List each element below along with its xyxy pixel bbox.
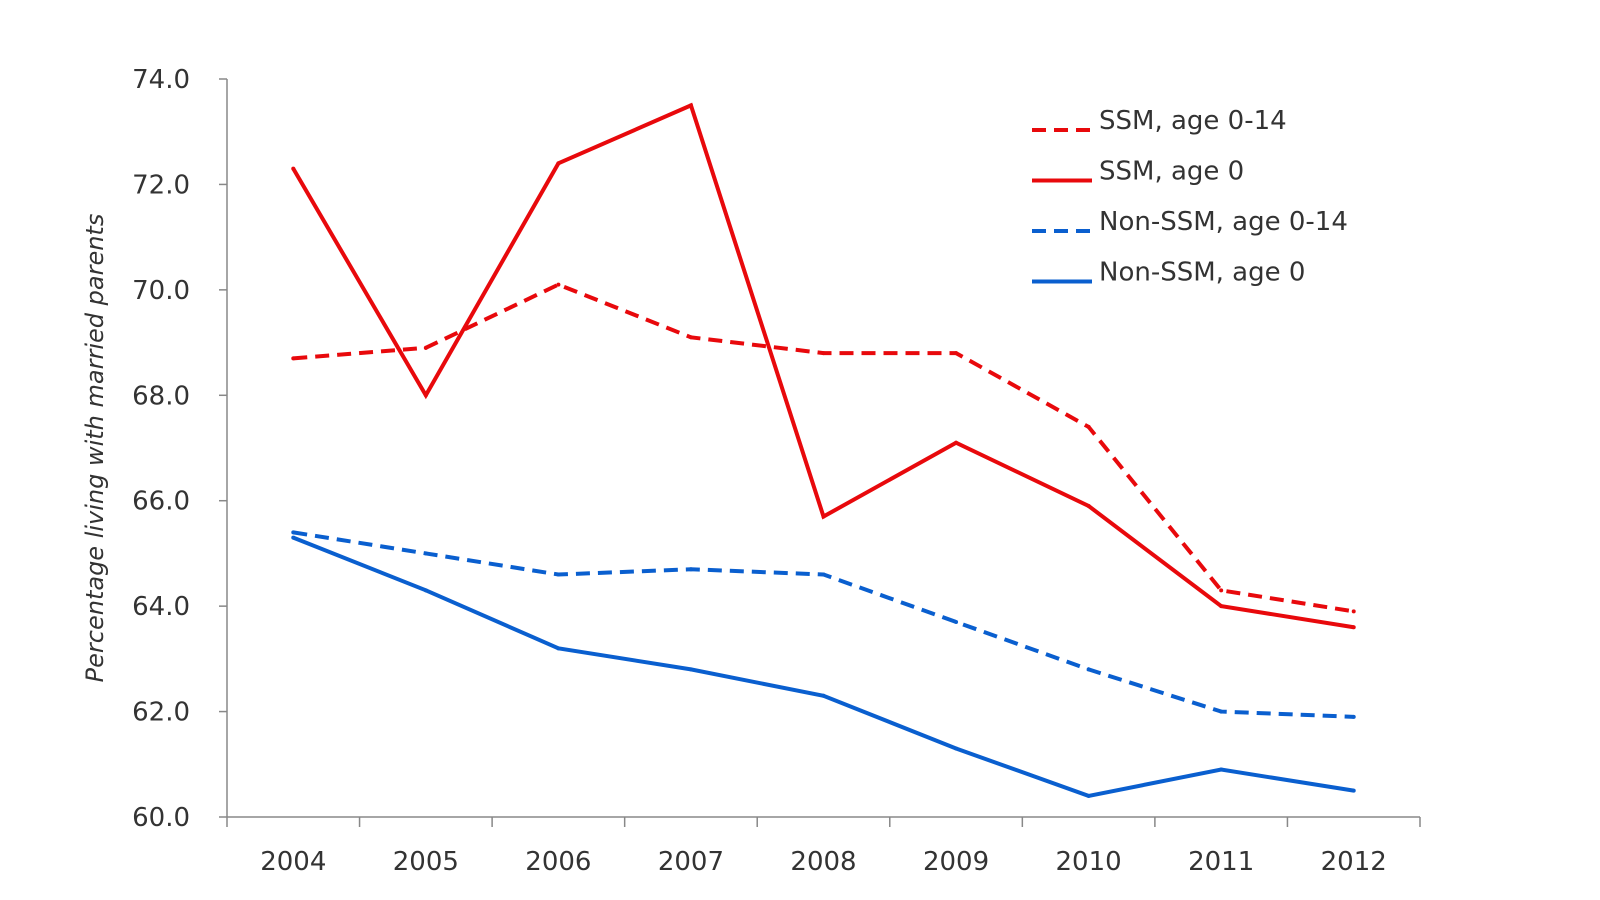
data-point [1086, 667, 1091, 672]
x-tick-label: 2007 [658, 847, 724, 877]
data-point [423, 345, 428, 350]
data-point [1086, 424, 1091, 429]
y-tick-label: 64.0 [132, 592, 190, 622]
data-point [1086, 793, 1091, 798]
legend-label: Non-SSM, age 0-14 [1099, 207, 1348, 237]
data-point [688, 335, 693, 340]
data-point [556, 646, 561, 651]
x-tick-label: 2005 [393, 847, 459, 877]
data-point [954, 351, 959, 356]
data-point [291, 535, 296, 540]
data-point [1219, 709, 1224, 714]
data-point [688, 103, 693, 108]
x-tick-label: 2006 [525, 847, 591, 877]
data-point [1219, 588, 1224, 593]
data-point [688, 567, 693, 572]
data-point [1351, 788, 1356, 793]
data-point [821, 351, 826, 356]
data-point [821, 514, 826, 519]
y-tick-label: 70.0 [132, 276, 190, 306]
data-point [954, 619, 959, 624]
x-tick-label: 2008 [790, 847, 856, 877]
data-point [821, 572, 826, 577]
y-tick-label: 66.0 [132, 487, 190, 517]
data-point [1086, 503, 1091, 508]
data-point [556, 572, 561, 577]
data-point [954, 440, 959, 445]
series-group [291, 102, 1356, 798]
axes: 60.0 62.0 64.0 66.0 68.0 70.0 72.0 74.0 2004 2005… [132, 65, 1421, 877]
data-point [954, 746, 959, 751]
x-tick-label: 2009 [923, 847, 989, 877]
y-tick-label: 60.0 [132, 803, 190, 833]
data-point [423, 588, 428, 593]
series-line-2 [292, 530, 1354, 719]
data-point [1219, 767, 1224, 772]
data-point [291, 530, 296, 535]
data-point [423, 393, 428, 398]
legend-label: SSM, age 0 [1099, 157, 1244, 187]
data-point [1351, 625, 1356, 630]
legend: SSM, age 0-14 SSM, age 0 Non-SSM, age 0-14… [1032, 106, 1348, 288]
x-tick-label: 2004 [260, 847, 326, 877]
y-tick-label: 72.0 [132, 170, 190, 200]
legend-label: SSM, age 0-14 [1099, 106, 1287, 136]
x-tick-label: 2011 [1188, 847, 1254, 877]
data-point [556, 282, 561, 287]
data-point [1351, 609, 1356, 614]
data-point [821, 693, 826, 698]
x-tick-label: 2010 [1056, 847, 1122, 877]
data-point [291, 166, 296, 171]
data-point [423, 551, 428, 556]
y-tick-label: 68.0 [132, 381, 190, 411]
data-point [291, 356, 296, 361]
y-tick-label: 62.0 [132, 698, 190, 728]
y-tick-label: 74.0 [132, 65, 190, 95]
data-point [1219, 604, 1224, 609]
series-line-0 [293, 282, 1355, 614]
x-tick-label: 2012 [1321, 847, 1387, 877]
data-point [1351, 714, 1356, 719]
y-axis-label: Percentage living with married parents [81, 214, 109, 683]
data-point [688, 667, 693, 672]
legend-label: Non-SSM, age 0 [1099, 258, 1305, 288]
data-point [556, 161, 561, 166]
